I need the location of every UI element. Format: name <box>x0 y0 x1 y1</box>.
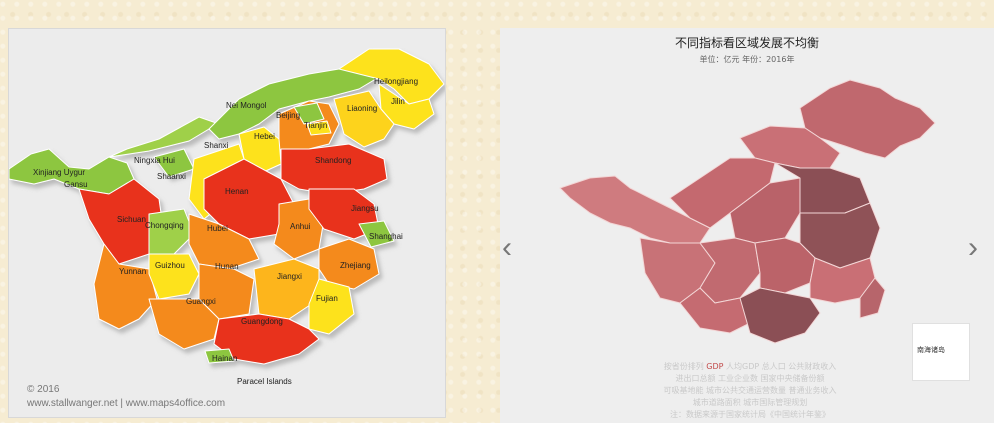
region-east-coast <box>859 277 886 319</box>
label-shaanxi: Shaanxi <box>157 172 186 181</box>
label-xinjiang: Xinjiang Uygur <box>33 168 86 177</box>
label-sichuan: Sichuan <box>117 215 146 224</box>
label-yunnan: Yunnan <box>119 267 147 276</box>
label-nei-mongol: Nei Mongol <box>226 101 267 110</box>
region-yunnan <box>93 243 158 330</box>
label-anhui: Anhui <box>290 222 311 231</box>
region-zhejiang <box>318 238 380 290</box>
label-guangxi: Guangxi <box>186 297 216 306</box>
label-jilin: Jilin <box>391 97 405 106</box>
legend-line-4: 城市道路面积 城市国际管理规划 <box>692 398 808 407</box>
region-hubei <box>188 213 260 270</box>
label-fujian: Fujian <box>316 294 338 303</box>
label-jiangxi: Jiangxi <box>277 272 302 281</box>
credit-links: www.stallwanger.net | www.maps4office.co… <box>27 398 226 409</box>
label-heilongjiang: Heilongjiang <box>374 77 419 86</box>
label-guizhou: Guizhou <box>155 261 185 270</box>
legend-line-1: 按省份排列 GDP 人均GDP 总人口 公共财政收入 <box>663 362 837 371</box>
label-shanghai: Shanghai <box>369 232 403 241</box>
label-hunan: Hunan <box>215 262 239 271</box>
label-zhejiang: Zhejiang <box>340 261 371 270</box>
label-jiangsu: Jiangsu <box>351 204 379 213</box>
label-hubei: Hubei <box>207 224 228 233</box>
label-beijing: Beijing <box>276 111 301 120</box>
label-hebei: Hebei <box>254 132 275 141</box>
region-gansu <box>108 116 220 158</box>
prev-arrow-button[interactable]: ‹ <box>502 231 512 264</box>
label-guangdong: Guangdong <box>241 317 283 326</box>
label-shanxi: Shanxi <box>204 141 229 150</box>
region-nei-mongol <box>208 58 385 140</box>
region-hainan <box>204 348 235 364</box>
label-ningxia: Ningxia Hui <box>134 156 175 165</box>
copyright-text: © 2016 <box>27 384 60 395</box>
label-henan: Henan <box>225 187 249 196</box>
map-title: 不同指标看区域发展不均衡 <box>674 36 819 50</box>
label-tianjin: Tianjin <box>304 121 328 130</box>
region-fujian <box>308 278 355 335</box>
legend-line-2: 进出口总额 工业企业数 国家中央储备份额 <box>675 374 825 383</box>
label-paracel-islands: Paracel Islands <box>237 377 292 386</box>
label-hainan: Hainan <box>212 354 238 363</box>
region-shandong <box>280 143 388 195</box>
region-north-east <box>799 79 936 159</box>
legend-gdp[interactable]: GDP <box>706 362 724 371</box>
inset-label: 南海诸岛 <box>917 346 945 354</box>
region-west <box>559 175 711 244</box>
region-guangxi <box>148 298 220 350</box>
label-shandong: Shandong <box>315 156 352 165</box>
next-arrow-button[interactable]: › <box>968 231 978 264</box>
south-china-sea-inset: 南海诸岛 <box>912 323 970 381</box>
left-map-panel: Heilongjiang Jilin Liaoning Nei Mongol B… <box>8 28 446 418</box>
region-guangdong <box>739 287 821 344</box>
region-tianjin <box>306 120 332 136</box>
legend-line-3: 可吸基地能 城市公共交通运营数量 普通业务收入 <box>663 386 837 395</box>
china-province-map <box>9 48 445 365</box>
region-beijing <box>293 102 325 125</box>
legend-line-5: 注：数据来源于国家统计局《中国统计年鉴》 <box>670 410 830 419</box>
label-gansu: Gansu <box>64 180 88 189</box>
label-chongqing: Chongqing <box>145 221 184 230</box>
right-map-panel: 不同指标看区域发展不均衡 单位：亿元 年份：2016年 ‹ › 南海诸岛 按省份… <box>500 28 994 423</box>
map-subtitle: 单位：亿元 年份：2016年 <box>699 55 795 64</box>
label-liaoning: Liaoning <box>347 104 378 113</box>
region-guizhou <box>148 253 200 300</box>
region-chongqing <box>148 208 195 255</box>
region-liaoning <box>333 90 395 148</box>
region-heilongjiang <box>338 48 445 105</box>
region-shanghai <box>358 220 395 248</box>
choropleth-map <box>559 79 936 344</box>
region-xinjiang <box>9 148 135 195</box>
